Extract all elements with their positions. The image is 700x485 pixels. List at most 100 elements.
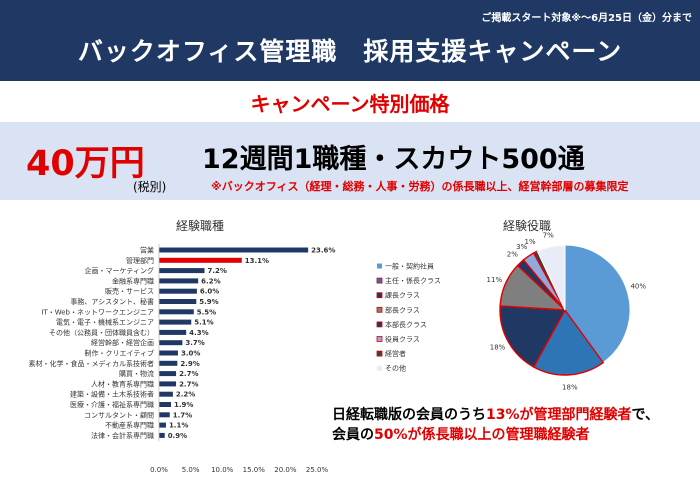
bar-x-tick-label: 0.0% <box>150 466 168 474</box>
legend-label: 本部長クラス <box>385 320 427 329</box>
bar <box>159 360 178 366</box>
bar-category-label: 事務、アシスタント、秘書 <box>70 297 154 306</box>
legend-label: 課長クラス <box>385 291 420 300</box>
pie-slice <box>499 305 567 368</box>
bar <box>159 432 165 438</box>
summary-highlight: 50%が係長職以上の管理職経験者 <box>374 427 590 443</box>
legend-label: 主任・係長クラス <box>385 276 441 285</box>
bar <box>159 309 194 315</box>
bar-category-label: 購買・物流 <box>119 369 154 378</box>
bar-value-label: 5.5% <box>197 308 216 316</box>
bar-x-tick-label: 15.0% <box>243 466 266 474</box>
eligibility-note: ※バックオフィス（経理・総務・人事・労務）の係長職以上、経営幹部層の募集限定 <box>211 180 629 193</box>
bar <box>159 329 187 335</box>
bar-category-label: 営業 <box>140 246 154 255</box>
price: 40万円 <box>26 144 145 184</box>
bar-category-label: 企画・マーケティング <box>85 266 154 275</box>
bar-chart-title: 経験職種 <box>176 219 225 233</box>
summary-line-2: 会員の50%が係長職以上の管理職経験者 <box>332 425 659 445</box>
legend-swatch <box>376 336 383 342</box>
summary-highlight: 13%が管理部門経験者 <box>486 407 632 423</box>
bar-x-tick-label: 10.0% <box>211 466 234 474</box>
legend-label: 経営者 <box>385 349 406 358</box>
bar-value-label: 23.6% <box>311 247 335 255</box>
bar <box>159 391 173 397</box>
bar-value-label: 2.9% <box>180 360 199 368</box>
bar <box>159 381 177 387</box>
bar-value-label: 1.7% <box>173 411 192 419</box>
bar-value-label: 6.0% <box>200 288 219 296</box>
legend-swatch <box>376 321 383 328</box>
bar-category-label: 人材・教育系専門職 <box>91 379 154 388</box>
bar-x-tick-label: 25.0% <box>306 466 329 474</box>
legend-label: 一般・契約社員 <box>385 262 434 271</box>
bar-value-label: 7.2% <box>208 267 227 275</box>
bar <box>159 278 199 284</box>
bar-x-tick-label: 5.0% <box>182 466 200 474</box>
bar-value-label: 1.1% <box>169 422 188 430</box>
campaign-heading: キャンペーン特別価格 <box>250 92 450 116</box>
legend-swatch <box>377 263 382 269</box>
pie-value-label: 40% <box>630 283 646 291</box>
bar <box>159 350 178 356</box>
bar-category-label: IT・Web・ネットワークエンジニア <box>41 308 154 316</box>
summary-text: 日経転職版の会員のうち13%が管理部門経験者で、 会員の50%が係長職以上の管理… <box>332 405 659 445</box>
bar-category-label: 制作・クリエイティブ <box>85 349 154 358</box>
bar <box>159 371 177 377</box>
bar-value-label: 5.9% <box>199 298 218 306</box>
bar-category-label: 素材・化学・食品・メディカル系技術者 <box>28 359 154 368</box>
pie-slice <box>536 244 566 311</box>
legend-swatch <box>376 306 383 313</box>
summary-text-part: 日経転職版の会員のうち <box>332 407 486 423</box>
legend-label: 役員クラス <box>385 335 420 344</box>
pie-chart-title: 経験役職 <box>503 219 552 233</box>
pie-slice <box>532 308 605 376</box>
header-banner <box>0 0 700 81</box>
summary-line-1: 日経転職版の会員のうち13%が管理部門経験者で、 <box>332 405 659 425</box>
bar <box>159 340 183 346</box>
legend-swatch <box>377 365 382 371</box>
pie-value-label: 2% <box>507 250 518 258</box>
pie-value-label: 18% <box>490 344 506 352</box>
bar <box>159 422 166 428</box>
pie-value-label: 3% <box>516 243 527 251</box>
bar <box>159 288 197 294</box>
bar-value-label: 0.9% <box>168 432 187 440</box>
bar-category-label: 金融系専門職 <box>112 276 154 285</box>
bar-category-label: 販売・サービス <box>105 287 154 296</box>
bar <box>159 257 242 263</box>
bar-value-label: 5.1% <box>194 319 213 327</box>
pie-value-label: 7% <box>543 231 554 239</box>
bar-category-label: 法律・会計系専門職 <box>91 431 154 440</box>
pie-value-label: 18% <box>562 383 578 391</box>
bar-value-label: 3.7% <box>185 339 204 347</box>
pie-value-label: 1% <box>524 238 535 246</box>
pie-slice <box>564 244 631 364</box>
bar-category-label: コンサルタント・顧問 <box>84 410 154 419</box>
legend-label: その他 <box>385 364 406 373</box>
tax-note: (税別) <box>133 180 167 194</box>
bar <box>159 412 170 418</box>
bar-category-label: 経営幹部・経営企画 <box>91 338 154 347</box>
pie-value-label: 11% <box>487 276 503 284</box>
bar <box>159 268 205 274</box>
bar-value-label: 2.2% <box>176 391 195 399</box>
legend-label: 部長クラス <box>385 305 420 314</box>
bar-value-label: 3.0% <box>181 350 200 358</box>
bar <box>159 247 309 253</box>
bar-value-label: 4.3% <box>189 329 208 337</box>
page-title: バックオフィス管理職 採用支援キャンペーン <box>77 37 623 66</box>
bar-category-label: 管理部門 <box>126 256 154 265</box>
bar-category-label: 不動産系専門職 <box>105 421 154 430</box>
bar-category-label: 建築・設備・土木系技術者 <box>70 390 154 399</box>
bar <box>159 402 172 407</box>
period-notice: ご掲載スタート対象※～6月25日（金）分まで <box>481 13 692 24</box>
bar-category-label: その他（公務員・団体職員含む） <box>49 328 154 337</box>
bar <box>159 319 192 325</box>
price-band <box>0 122 700 200</box>
bar-x-tick-label: 20.0% <box>274 466 297 474</box>
bar-value-label: 2.7% <box>179 380 198 388</box>
bar-value-label: 13.1% <box>245 257 269 265</box>
